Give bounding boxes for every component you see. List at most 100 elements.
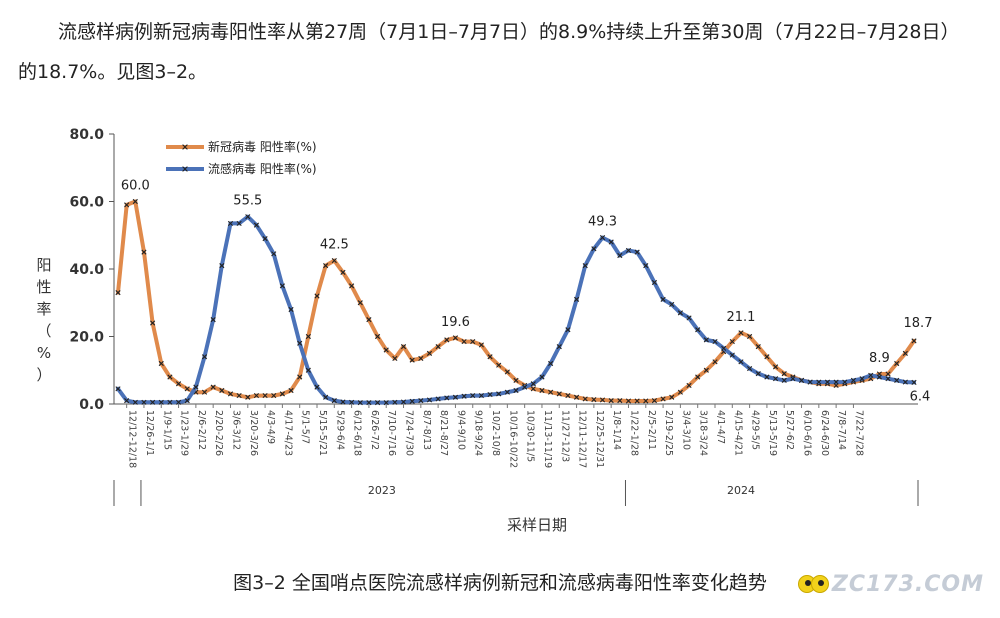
data-point [426,397,433,403]
x-tick-label: 7/10-7/16 [386,410,397,456]
data-point [444,395,450,401]
x-tick-label: 8/7-8/13 [421,410,432,450]
data-point [340,399,346,405]
legend-marker [182,166,188,172]
data-point [625,247,632,254]
x-tick-label: 12/11-12/17 [577,410,588,468]
x-tick-label: 1/22-1/28 [628,410,639,456]
data-point [470,392,476,399]
data-point [504,369,510,375]
data-point [565,327,571,333]
data-point [677,310,683,316]
data-point [418,398,424,404]
chart-legend: 新冠病毒 阳性率(%) 流感病毒 阳性率(%) [166,139,317,176]
data-point [374,333,381,340]
data-point [660,396,666,402]
x-tick-label: 6/10-6/16 [802,410,813,456]
data-point [392,399,398,405]
x-tick-label: 3/18-3/24 [698,410,709,456]
data-point [764,374,770,380]
x-tick-label: 4/17-4/23 [282,410,293,456]
data-point [747,365,753,372]
intro-paragraph: 流感样病例新冠病毒阳性率从第27周（7月1日–7月7日）的8.9%持续上升至第3… [18,21,960,83]
data-point [201,354,208,360]
data-label: 6.4 [910,389,931,404]
data-point [816,379,822,385]
data-point [591,246,597,252]
data-label: 55.5 [233,194,262,209]
data-point [695,327,701,333]
data-point [331,257,337,264]
data-point [885,371,891,377]
data-point [902,350,908,356]
data-point [426,350,433,356]
x-tick-label: 6/26-7/2 [369,410,380,450]
data-point [894,377,900,383]
data-point [409,398,415,404]
data-point [608,239,614,245]
data-point [184,398,190,404]
x-tick-label: 2/19-2/25 [663,410,674,456]
data-point [729,352,735,358]
data-point [409,357,415,363]
data-point [738,359,744,365]
y-axis-title: 阳性率（%） [36,256,51,384]
data-point [677,389,683,395]
x-tick-label: 12/26-1/1 [144,410,155,456]
data-point [470,338,476,345]
data-point [158,360,164,367]
x-tick-label: 2/20-2/26 [213,410,224,456]
data-label: 42.5 [320,238,349,253]
x-tick-label: 10/30-11/5 [525,410,536,462]
data-point [305,367,311,373]
data-label: 19.6 [441,315,470,330]
data-point [219,387,225,394]
data-point [314,293,320,299]
data-point [201,389,208,395]
data-point [599,235,606,241]
data-point [262,236,268,242]
data-point [175,381,182,387]
x-tick-label: 10/16-10/22 [507,410,518,468]
data-point [323,394,329,400]
data-point [556,391,562,397]
data-point [573,296,580,302]
data-point [712,338,718,345]
data-point [651,398,658,404]
x-tick-label: 10/2-10/8 [490,410,501,456]
data-point [695,374,701,380]
x-axis-title: 采样日期 [507,516,567,534]
data-point [781,371,787,377]
data-point [305,333,311,340]
data-point [236,220,242,227]
legend-label: 流感病毒 阳性率(%) [208,161,317,176]
data-point [660,296,666,302]
data-point [478,342,484,348]
data-point [669,394,675,400]
data-point [842,379,848,385]
data-point [124,398,130,404]
x-tick-label: 1/8-1/14 [611,410,622,450]
data-point [374,400,381,406]
x-tick-label: 8/21-8/27 [438,410,449,456]
y-tick-label: 0.0 [79,397,104,413]
data-point [582,396,588,402]
x-axis-ticks: 12/12-12/18 12/26-1/1 1/9-1/15 1/23-1/29 2/6… [126,404,864,468]
data-point [279,391,285,397]
data-point [755,344,761,350]
x-tick-label: 9/18-9/24 [473,410,484,456]
data-point [271,251,277,257]
data-point [582,263,588,269]
data-point [539,387,545,394]
data-point [781,377,787,383]
x-tick-label: 3/20-3/26 [248,410,259,456]
data-point [115,290,121,296]
data-point [400,344,407,350]
data-point [314,384,320,390]
x-tick-label: 2/6-2/12 [196,410,207,450]
data-point [444,337,450,343]
data-point [297,374,303,380]
data-point [504,389,510,395]
data-point [894,360,900,367]
data-point [297,340,303,346]
